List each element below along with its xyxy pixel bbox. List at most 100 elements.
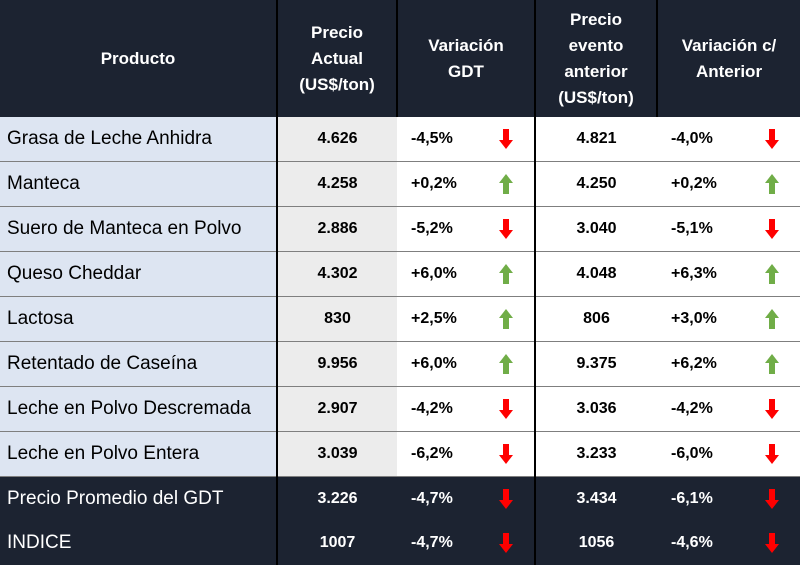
arrow-down-icon [498, 398, 514, 420]
arrow-down-icon [764, 398, 780, 420]
variation-value: +3,0% [671, 310, 717, 327]
product-cell: Leche en Polvo Descremada [0, 386, 278, 432]
gdt-variation-cell: +6,0% [397, 251, 536, 297]
current-price-cell: 4.302 [277, 251, 397, 297]
table-row: Retentado de Caseína 9.956 +6,0% 9.375 +6,2% [0, 341, 800, 387]
current-price-cell: 2.886 [277, 206, 397, 252]
gdt-variation-cell: -4,7% [397, 521, 536, 565]
previous-variation-cell: +0,2% [657, 161, 800, 207]
arrow-up-icon [764, 173, 780, 195]
variation-value: -4,7% [411, 534, 453, 551]
current-price-cell: 830 [277, 296, 397, 342]
previous-price-cell: 3.434 [535, 476, 657, 521]
arrow-up-icon [764, 353, 780, 375]
table-row: Suero de Manteca en Polvo 2.886 -5,2% 3.040… [0, 206, 800, 252]
gdt-variation-cell: -4,5% [397, 117, 536, 162]
variation-value: -6,0% [671, 445, 713, 462]
previous-variation-cell: -6,0% [657, 431, 800, 477]
previous-price-cell: 3.036 [535, 386, 657, 432]
current-price-cell: 3.039 [277, 431, 397, 477]
variation-value: -5,2% [411, 220, 453, 237]
arrow-down-icon [764, 443, 780, 465]
previous-variation-cell: +3,0% [657, 296, 800, 342]
product-cell: Leche en Polvo Entera [0, 431, 278, 477]
arrow-down-icon [498, 128, 514, 150]
variation-value: +6,3% [671, 265, 717, 282]
variation-value: -6,1% [671, 490, 713, 507]
product-cell: Suero de Manteca en Polvo [0, 206, 278, 252]
variation-value: +6,0% [411, 265, 457, 282]
table-row: Lactosa 830 +2,5% 806 +3,0% [0, 296, 800, 342]
variation-value: -4,2% [671, 400, 713, 417]
previous-variation-cell: -4,0% [657, 117, 800, 162]
summary-row: INDICE 1007 -4,7% 1056 -4,6% [0, 521, 800, 565]
previous-price-cell: 3.233 [535, 431, 657, 477]
header-variation-previous: Variación c/Anterior [657, 0, 800, 117]
variation-value: +6,0% [411, 355, 457, 372]
header-product: Producto [0, 0, 278, 117]
gdt-variation-cell: +2,5% [397, 296, 536, 342]
arrow-up-icon [498, 263, 514, 285]
gdt-variation-cell: -4,7% [397, 476, 536, 521]
product-cell: Lactosa [0, 296, 278, 342]
summary-row: Precio Promedio del GDT 3.226 -4,7% 3.434 -6… [0, 476, 800, 521]
gdt-variation-cell: -4,2% [397, 386, 536, 432]
previous-price-cell: 4.250 [535, 161, 657, 207]
current-price-cell: 9.956 [277, 341, 397, 387]
variation-value: -5,1% [671, 220, 713, 237]
product-cell: INDICE [0, 521, 278, 565]
arrow-up-icon [764, 308, 780, 330]
previous-price-cell: 806 [535, 296, 657, 342]
previous-price-cell: 3.040 [535, 206, 657, 252]
current-price-cell: 4.626 [277, 117, 397, 162]
previous-price-cell: 4.048 [535, 251, 657, 297]
previous-variation-cell: -5,1% [657, 206, 800, 252]
gdt-variation-cell: -5,2% [397, 206, 536, 252]
table-row: Grasa de Leche Anhidra 4.626 -4,5% 4.821 -4,… [0, 117, 800, 162]
gdt-variation-cell: +0,2% [397, 161, 536, 207]
arrow-down-icon [498, 488, 514, 510]
previous-variation-cell: +6,2% [657, 341, 800, 387]
arrow-down-icon [498, 532, 514, 554]
product-cell: Retentado de Caseína [0, 341, 278, 387]
arrow-down-icon [764, 218, 780, 240]
table-row: Leche en Polvo Descremada 2.907 -4,2% 3.036… [0, 386, 800, 432]
table-row: Queso Cheddar 4.302 +6,0% 4.048 +6,3% [0, 251, 800, 297]
current-price-cell: 3.226 [277, 476, 397, 521]
product-cell: Precio Promedio del GDT [0, 476, 278, 521]
product-cell: Grasa de Leche Anhidra [0, 117, 278, 162]
header-previous-price: Precio evento anterior (US$/ton) [535, 0, 658, 117]
arrow-down-icon [764, 532, 780, 554]
table-row: Manteca 4.258 +0,2% 4.250 +0,2% [0, 161, 800, 207]
header-row: Producto Precio Actual (US$/ton) Variación… [0, 0, 800, 117]
previous-variation-cell: +6,3% [657, 251, 800, 297]
previous-variation-cell: -4,2% [657, 386, 800, 432]
arrow-up-icon [498, 308, 514, 330]
product-cell: Manteca [0, 161, 278, 207]
variation-value: +6,2% [671, 355, 717, 372]
current-price-cell: 2.907 [277, 386, 397, 432]
arrow-up-icon [498, 353, 514, 375]
arrow-up-icon [764, 263, 780, 285]
previous-price-cell: 4.821 [535, 117, 657, 162]
variation-value: +2,5% [411, 310, 457, 327]
arrow-down-icon [764, 128, 780, 150]
variation-value: -4,2% [411, 400, 453, 417]
gdt-variation-cell: +6,0% [397, 341, 536, 387]
table-row: Leche en Polvo Entera 3.039 -6,2% 3.233 -6,0… [0, 431, 800, 477]
current-price-cell: 4.258 [277, 161, 397, 207]
arrow-up-icon [498, 173, 514, 195]
previous-price-cell: 9.375 [535, 341, 657, 387]
header-variation: Variación GDT [397, 0, 536, 117]
gdt-variation-cell: -6,2% [397, 431, 536, 477]
current-price-cell: 1007 [277, 521, 397, 565]
variation-value: +0,2% [671, 175, 717, 192]
variation-value: +0,2% [411, 175, 457, 192]
arrow-down-icon [498, 443, 514, 465]
variation-value: -6,2% [411, 445, 453, 462]
arrow-down-icon [764, 488, 780, 510]
variation-value: -4,7% [411, 490, 453, 507]
product-cell: Queso Cheddar [0, 251, 278, 297]
variation-value: -4,6% [671, 534, 713, 551]
